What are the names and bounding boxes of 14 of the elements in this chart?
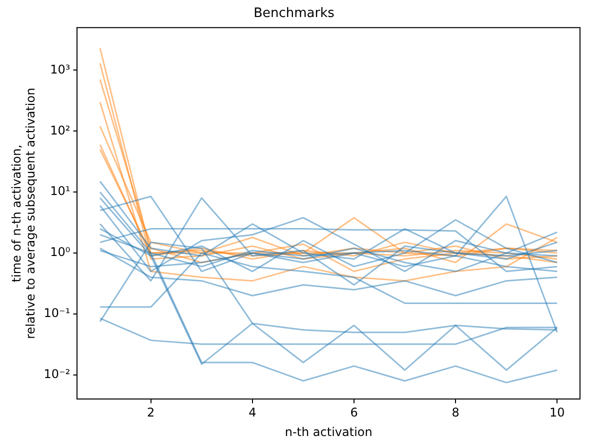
x-axis-title: n-th activation — [284, 424, 372, 439]
x-tick-label: 4 — [248, 406, 256, 420]
chart-title: Benchmarks — [254, 6, 335, 22]
y-tick-label: 10⁻² — [44, 367, 70, 382]
y-tick-label: 10⁰ — [50, 245, 70, 260]
y-tick-label: 10² — [50, 123, 70, 138]
x-tick-label: 2 — [147, 406, 155, 420]
x-tick-label: 10 — [550, 406, 565, 420]
x-tick-label: 6 — [350, 406, 358, 420]
y-tick-label: 10³ — [50, 62, 70, 76]
y-tick-label: 10¹ — [50, 184, 70, 198]
y-tick-label: 10⁻¹ — [44, 306, 70, 320]
y-axis-title: time of n-th activation, relative to average subsequent activation — [9, 88, 38, 339]
x-tick-label: 8 — [452, 406, 460, 420]
